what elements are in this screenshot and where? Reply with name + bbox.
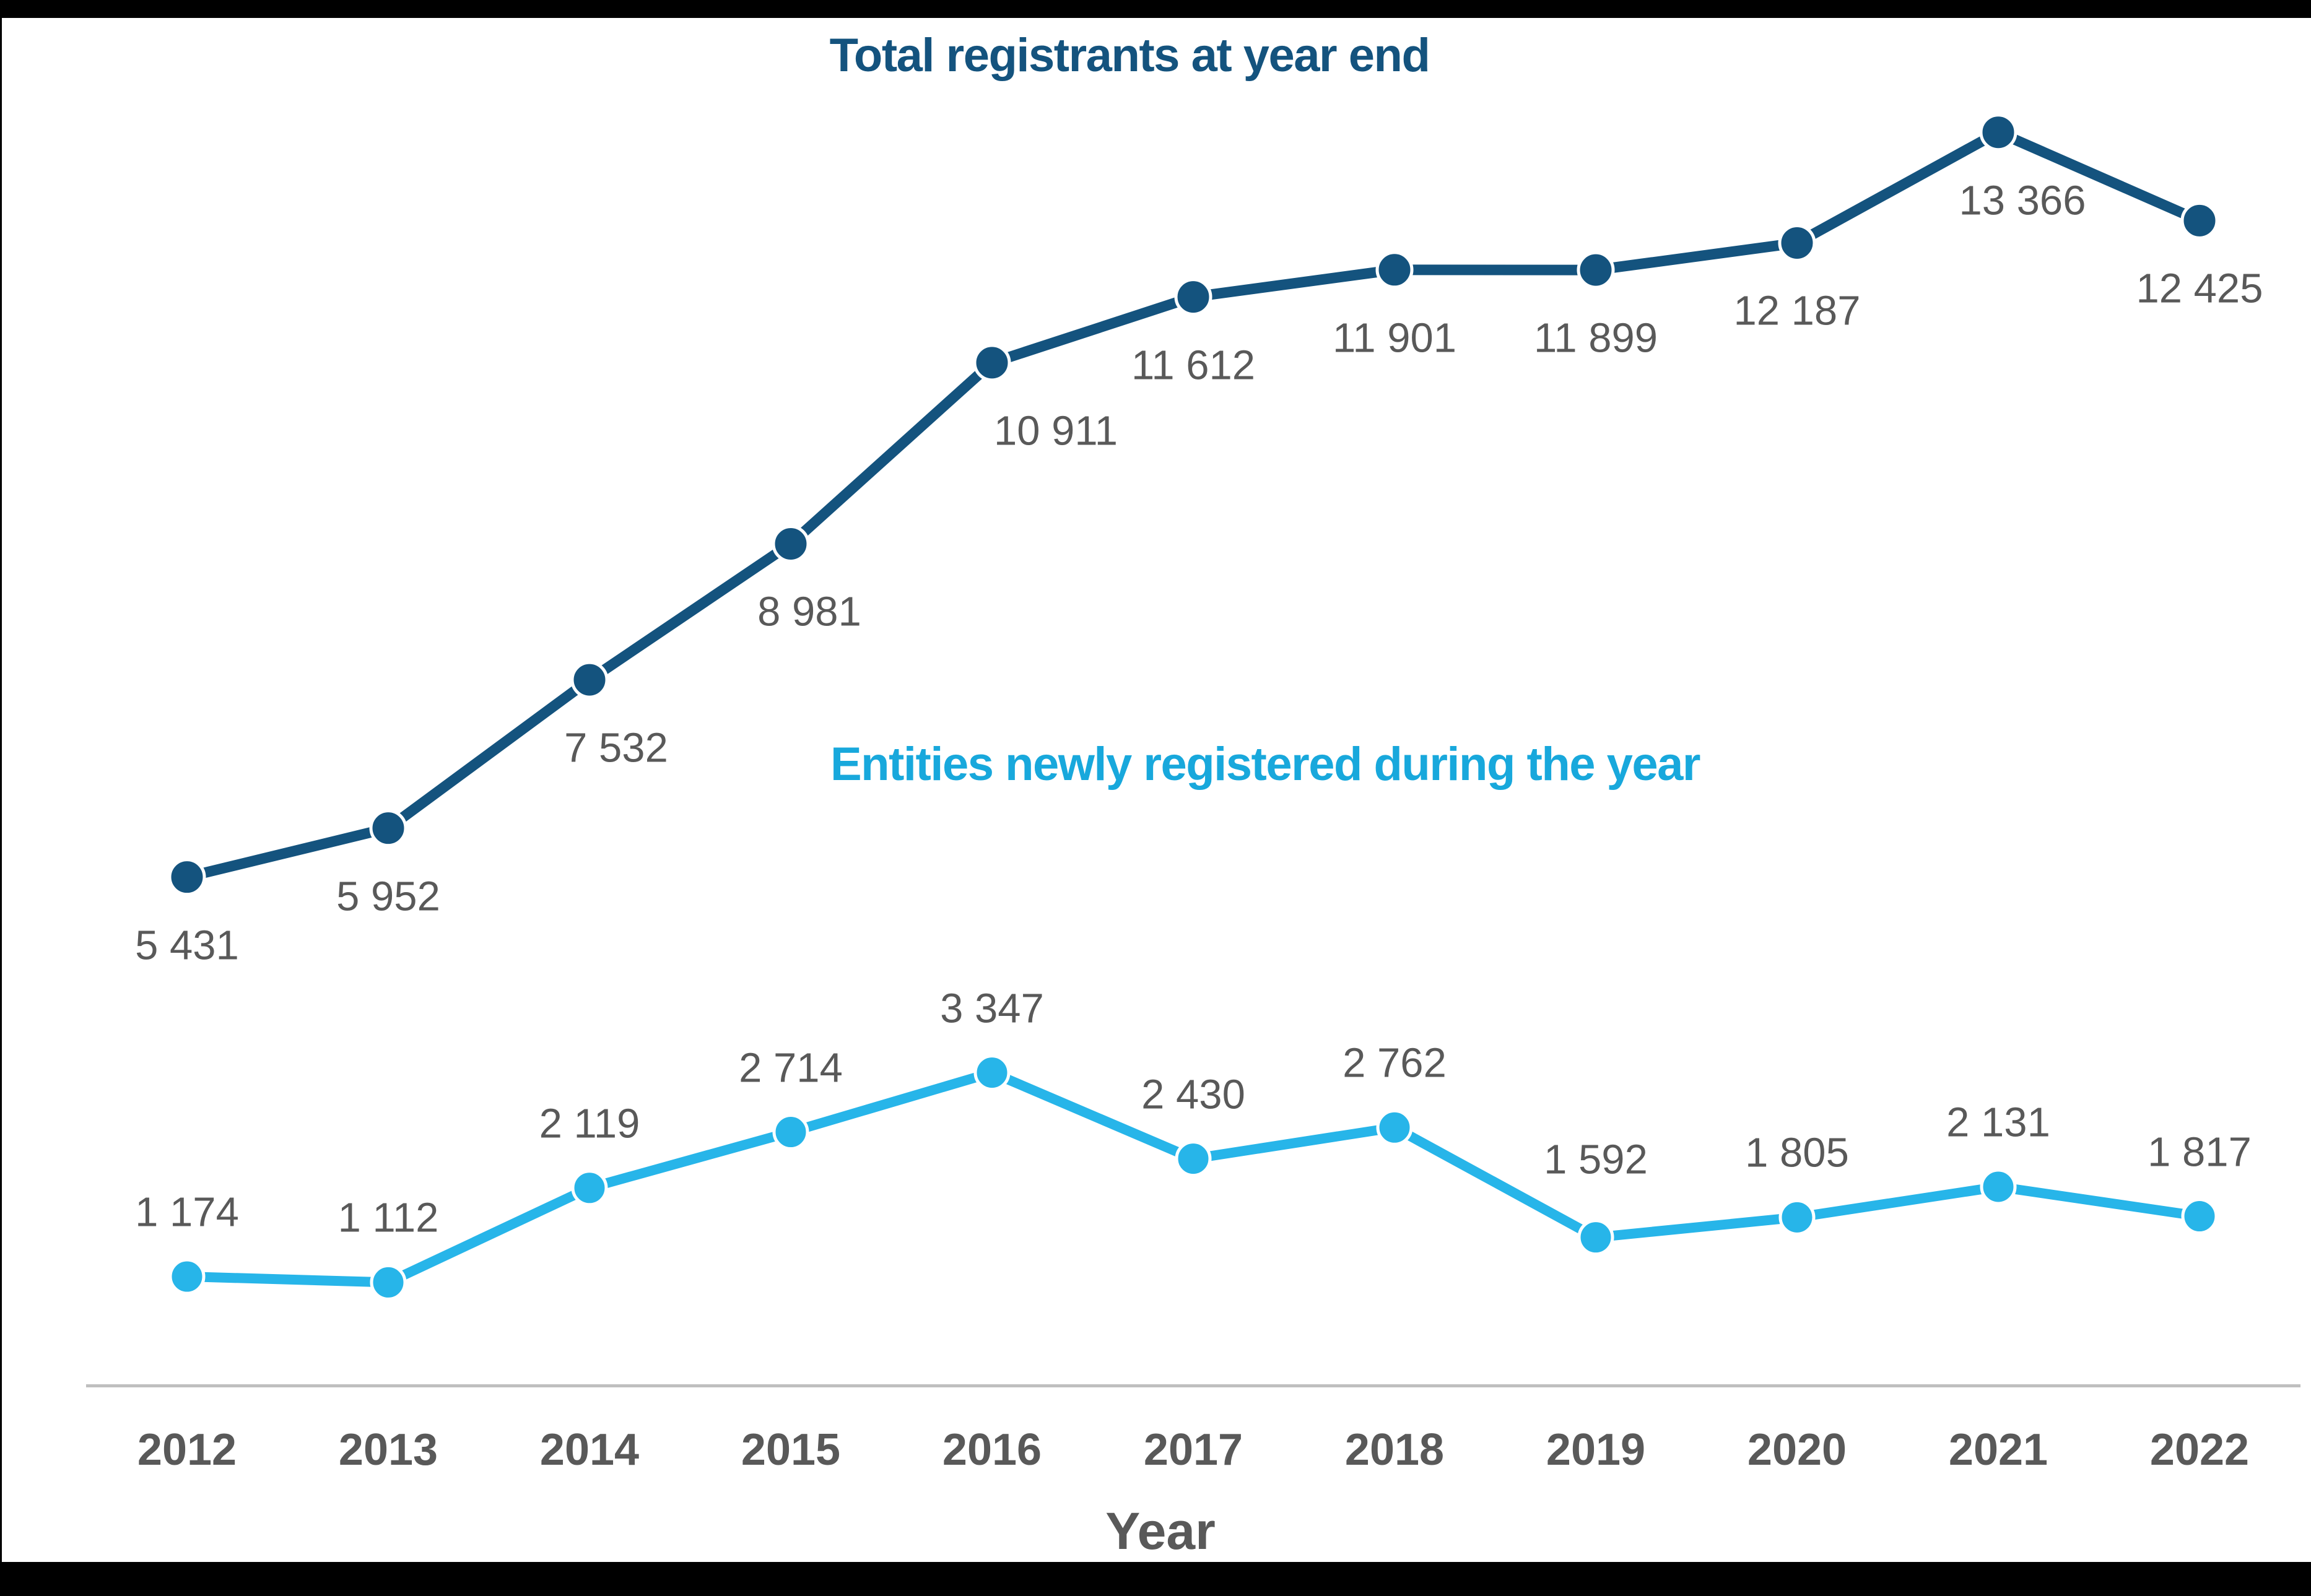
- data-label-2021-s2: 2 131: [1946, 1099, 2050, 1146]
- data-label-2016-s1: 10 911: [994, 407, 1118, 454]
- x-tick-label-2016: 2016: [942, 1425, 1042, 1475]
- data-label-2012-s2: 1 174: [135, 1189, 239, 1236]
- x-tick-label-2017: 2017: [1143, 1425, 1243, 1475]
- x-tick-label-2015: 2015: [741, 1425, 841, 1475]
- data-point-2015-s2: [772, 1114, 809, 1151]
- data-point-2012-s1: [168, 858, 206, 896]
- data-point-2016-s2: [973, 1054, 1011, 1091]
- x-tick-label-2021: 2021: [1948, 1425, 2048, 1475]
- x-tick-label-2020: 2020: [1747, 1425, 1847, 1475]
- data-point-2013-s1: [369, 809, 407, 848]
- x-tick-label-2014: 2014: [539, 1425, 640, 1475]
- data-label-2022-s1: 12 425: [2136, 265, 2263, 312]
- x-tick-label-2013: 2013: [338, 1425, 438, 1475]
- data-point-2021-s2: [1980, 1168, 2017, 1205]
- x-tick-label-2019: 2019: [1546, 1425, 1646, 1475]
- data-point-2019-s1: [1577, 251, 1615, 289]
- data-label-2020-s1: 12 187: [1733, 287, 1861, 334]
- left-border-line: [0, 18, 2, 1562]
- data-point-2021-s1: [1979, 113, 2017, 152]
- bottom-border-bar: [0, 1562, 2311, 1596]
- data-point-2016-s1: [973, 344, 1011, 382]
- data-label-2014-s2: 2 119: [539, 1100, 640, 1147]
- data-point-2022-s2: [2181, 1198, 2218, 1235]
- data-label-2015-s1: 8 981: [757, 588, 861, 635]
- data-point-2022-s1: [2180, 201, 2219, 240]
- data-point-2012-s2: [168, 1258, 206, 1295]
- data-point-2017-s2: [1175, 1140, 1212, 1177]
- data-label-2020-s2: 1 805: [1745, 1129, 1849, 1176]
- data-label-2017-s1: 11 612: [1131, 342, 1255, 389]
- data-point-2020-s1: [1778, 223, 1816, 262]
- data-label-2015-s2: 2 714: [739, 1044, 843, 1091]
- data-label-2012-s1: 5 431: [135, 922, 239, 969]
- data-point-2019-s2: [1577, 1219, 1614, 1256]
- x-tick-label-2018: 2018: [1344, 1425, 1445, 1475]
- data-point-2018-s2: [1376, 1109, 1413, 1146]
- top-border-bar: [0, 0, 2311, 18]
- data-label-2017-s2: 2 430: [1141, 1071, 1245, 1118]
- data-point-2013-s2: [370, 1264, 407, 1301]
- data-point-2014-s2: [571, 1169, 608, 1207]
- data-label-2013-s2: 1 112: [337, 1194, 439, 1241]
- data-label-2018-s1: 11 901: [1333, 314, 1456, 362]
- data-point-2015-s1: [772, 524, 810, 563]
- x-tick-label-2012: 2012: [137, 1425, 237, 1475]
- data-label-2019-s1: 11 899: [1534, 314, 1658, 362]
- data-label-2013-s1: 5 952: [336, 873, 440, 920]
- data-point-2017-s1: [1174, 278, 1212, 316]
- x-axis-title: Year: [1105, 1502, 1216, 1560]
- data-point-2014-s1: [570, 661, 609, 699]
- data-label-2022-s2: 1 817: [2148, 1129, 2252, 1176]
- data-label-2014-s1: 7 532: [564, 724, 668, 771]
- x-axis-line: [86, 1384, 2300, 1387]
- x-tick-label-2022: 2022: [2149, 1425, 2250, 1475]
- data-point-2020-s2: [1778, 1199, 1816, 1236]
- data-label-2021-s1: 13 366: [1959, 177, 2086, 224]
- data-label-2016-s2: 3 347: [940, 985, 1044, 1032]
- data-label-2018-s2: 2 762: [1343, 1039, 1447, 1086]
- data-point-2018-s1: [1375, 251, 1414, 289]
- series2-title: Entities newly registered during the yea…: [830, 738, 1701, 791]
- data-label-2019-s2: 1 592: [1544, 1136, 1648, 1183]
- series1-title: Total registrants at year end: [829, 29, 1430, 82]
